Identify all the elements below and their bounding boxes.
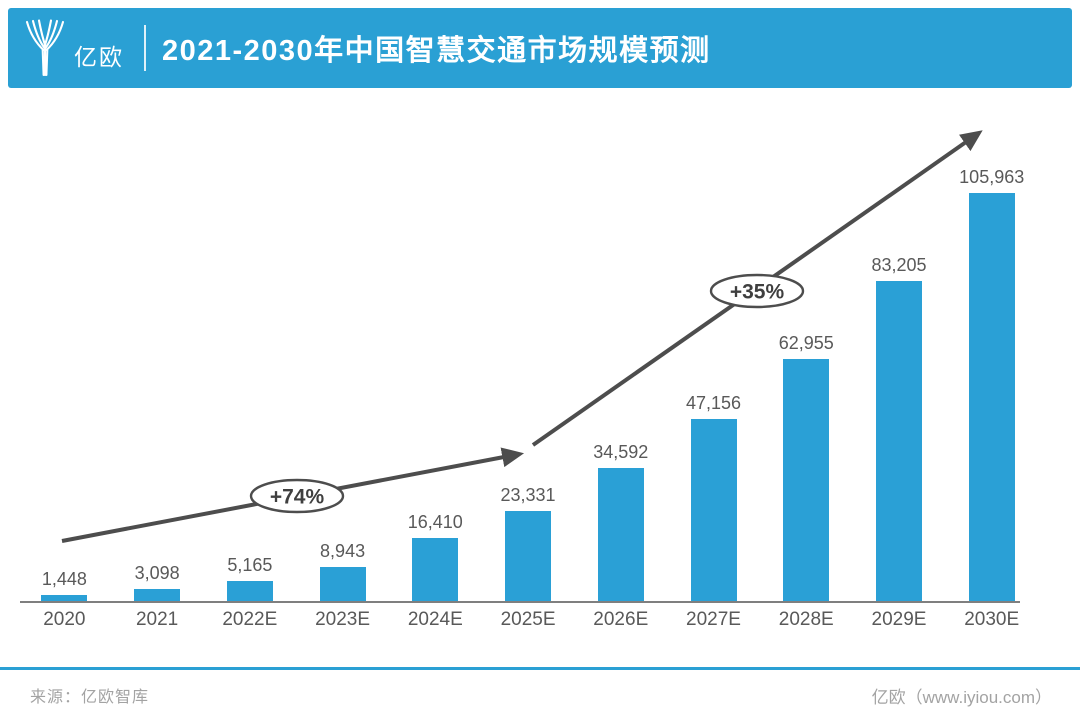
x-axis-label: 2029E — [871, 609, 927, 630]
page-title: 2021-2030年中国智慧交通市场规模预测 — [162, 35, 711, 67]
bar-value-label: 47,156 — [685, 393, 742, 413]
bar-column: 83,205 — [853, 121, 946, 601]
bar-column: 34,592 — [574, 121, 667, 601]
bars-container: 1,448 3,098 5,165 8,943 16,410 23,331 34,592 47… — [18, 121, 1038, 601]
chart-area: 1,448 3,098 5,165 8,943 16,410 23,331 34,592 47… — [0, 88, 1080, 648]
iyiou-logo-icon — [25, 19, 65, 77]
banner-divider — [144, 25, 146, 71]
bar — [783, 359, 830, 601]
x-axis-label: 2027E — [686, 609, 741, 630]
bar — [412, 538, 459, 601]
bar-value-label: 8,943 — [320, 541, 366, 561]
bar-value-label: 5,165 — [227, 555, 273, 575]
bar — [226, 581, 273, 601]
x-axis-label: 2030E — [964, 609, 1020, 630]
bar-value-label: 16,410 — [407, 512, 463, 532]
bar-value-label: 83,205 — [871, 255, 927, 275]
bar-column: 5,165 — [203, 121, 296, 601]
x-axis-label: 2020 — [43, 609, 86, 630]
bar — [968, 193, 1015, 601]
bar-value-label: 3,098 — [134, 563, 180, 583]
x-axis-label: 2028E — [778, 609, 834, 630]
bar-value-label: 23,331 — [500, 485, 556, 505]
bar — [875, 281, 922, 601]
logo-text: 亿欧 — [74, 44, 124, 70]
bar-value-label: 1,448 — [41, 569, 87, 589]
footer-divider-line — [0, 667, 1080, 670]
bar — [690, 419, 737, 601]
bar-column: 47,156 — [667, 121, 760, 601]
bar-column: 105,963 — [945, 121, 1038, 601]
footer-source: 来源：亿欧智库 — [30, 689, 150, 706]
bar-value-label: 34,592 — [593, 442, 649, 462]
footer-credit: 亿欧（www.iyiou.com） — [871, 688, 1052, 707]
x-axis-labels: 2020 2021 2022E 2023E 2024E 2025E 2026E 2027E 20… — [18, 609, 1038, 631]
bar — [505, 511, 552, 601]
x-axis-label: 2025E — [500, 609, 556, 630]
bar-column: 16,410 — [389, 121, 482, 601]
bar — [134, 589, 181, 601]
bar-column: 3,098 — [111, 121, 204, 601]
bar — [597, 468, 644, 601]
bar-value-label: 105,963 — [959, 167, 1025, 187]
bar-column: 1,448 — [18, 121, 111, 601]
bar-value-label: 62,955 — [778, 333, 834, 353]
x-axis-label: 2024E — [407, 609, 463, 630]
x-axis-label: 2021 — [135, 609, 179, 630]
bar-column: 23,331 — [482, 121, 575, 601]
bar-column: 8,943 — [296, 121, 389, 601]
x-axis-line — [20, 601, 1020, 603]
bar — [41, 595, 88, 601]
bar — [319, 567, 366, 601]
bar-column: 62,955 — [760, 121, 853, 601]
header-banner: 亿欧 2021-2030年中国智慧交通市场规模预测 — [8, 8, 1072, 88]
x-axis-label: 2023E — [315, 609, 371, 630]
x-axis-label: 2026E — [593, 609, 649, 630]
x-axis-label: 2022E — [222, 609, 278, 630]
